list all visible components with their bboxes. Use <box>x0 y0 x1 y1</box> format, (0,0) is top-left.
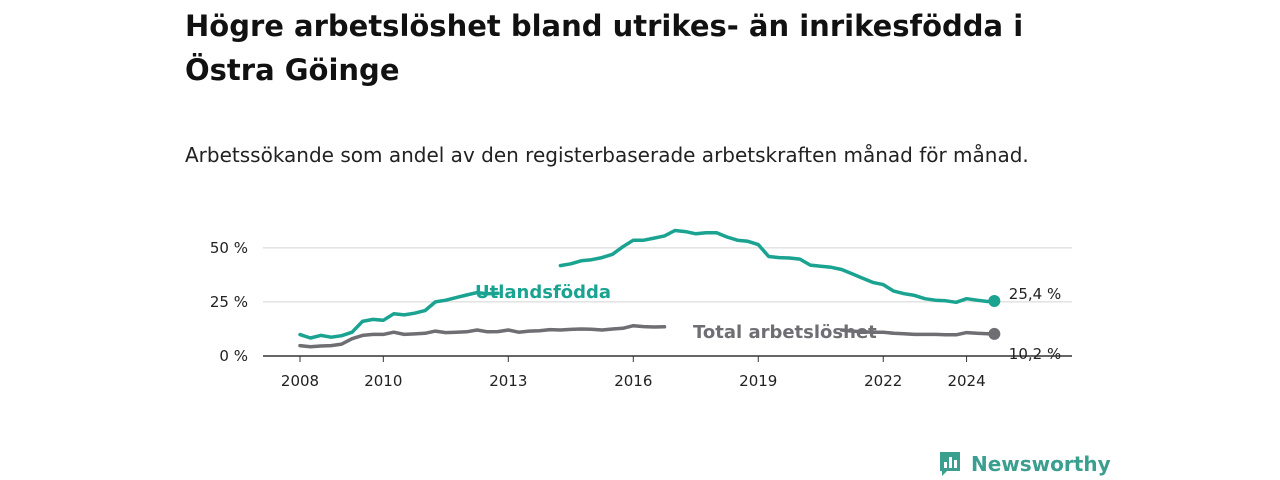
newsworthy-logo-icon <box>940 452 960 476</box>
series-end-label-0: 25,4 % <box>1009 285 1061 303</box>
series-line-0 <box>298 228 997 340</box>
x-tick-label: 2019 <box>739 372 777 390</box>
x-tick-label: 2024 <box>947 372 985 390</box>
label-layer: Utlandsfödda Total arbetslöshet 25,4 % 10,2… <box>475 282 1061 363</box>
series-end-label-1: 10,2 % <box>1009 345 1061 363</box>
series-line-1 <box>298 323 997 349</box>
series-layer <box>298 228 1001 349</box>
y-tick-label: 0 % <box>219 347 248 365</box>
series-end-point-1 <box>988 327 1001 340</box>
x-tick-label: 2013 <box>489 372 527 390</box>
x-tick-label: 2016 <box>614 372 652 390</box>
brand-name: Newsworthy <box>971 452 1111 476</box>
tick-layer: 0 % 25 % 50 % 2008 2010 2013 2016 2019 2022 2024 <box>210 239 986 390</box>
x-tick-label: 2022 <box>864 372 902 390</box>
series-name-label-0: Utlandsfödda <box>475 282 611 303</box>
y-tick-label: 25 % <box>210 293 248 311</box>
y-tick-label: 50 % <box>210 239 248 257</box>
line-chart: 0 %25 %50 %2008 2010 2013 2016 2019 2022 2024 … <box>210 228 1072 390</box>
x-tick-label: 2008 <box>281 372 319 390</box>
series-end-point-0 <box>988 295 1001 308</box>
chart-title: Högre arbetslöshet bland utrikes- än inr… <box>185 9 1024 87</box>
x-tick-label: 2010 <box>364 372 402 390</box>
chart-subtitle: Arbetssökande som andel av den registerb… <box>185 143 1029 167</box>
brand: Newsworthy <box>938 449 1111 479</box>
series-name-label-1: Total arbetslöshet <box>693 322 877 343</box>
